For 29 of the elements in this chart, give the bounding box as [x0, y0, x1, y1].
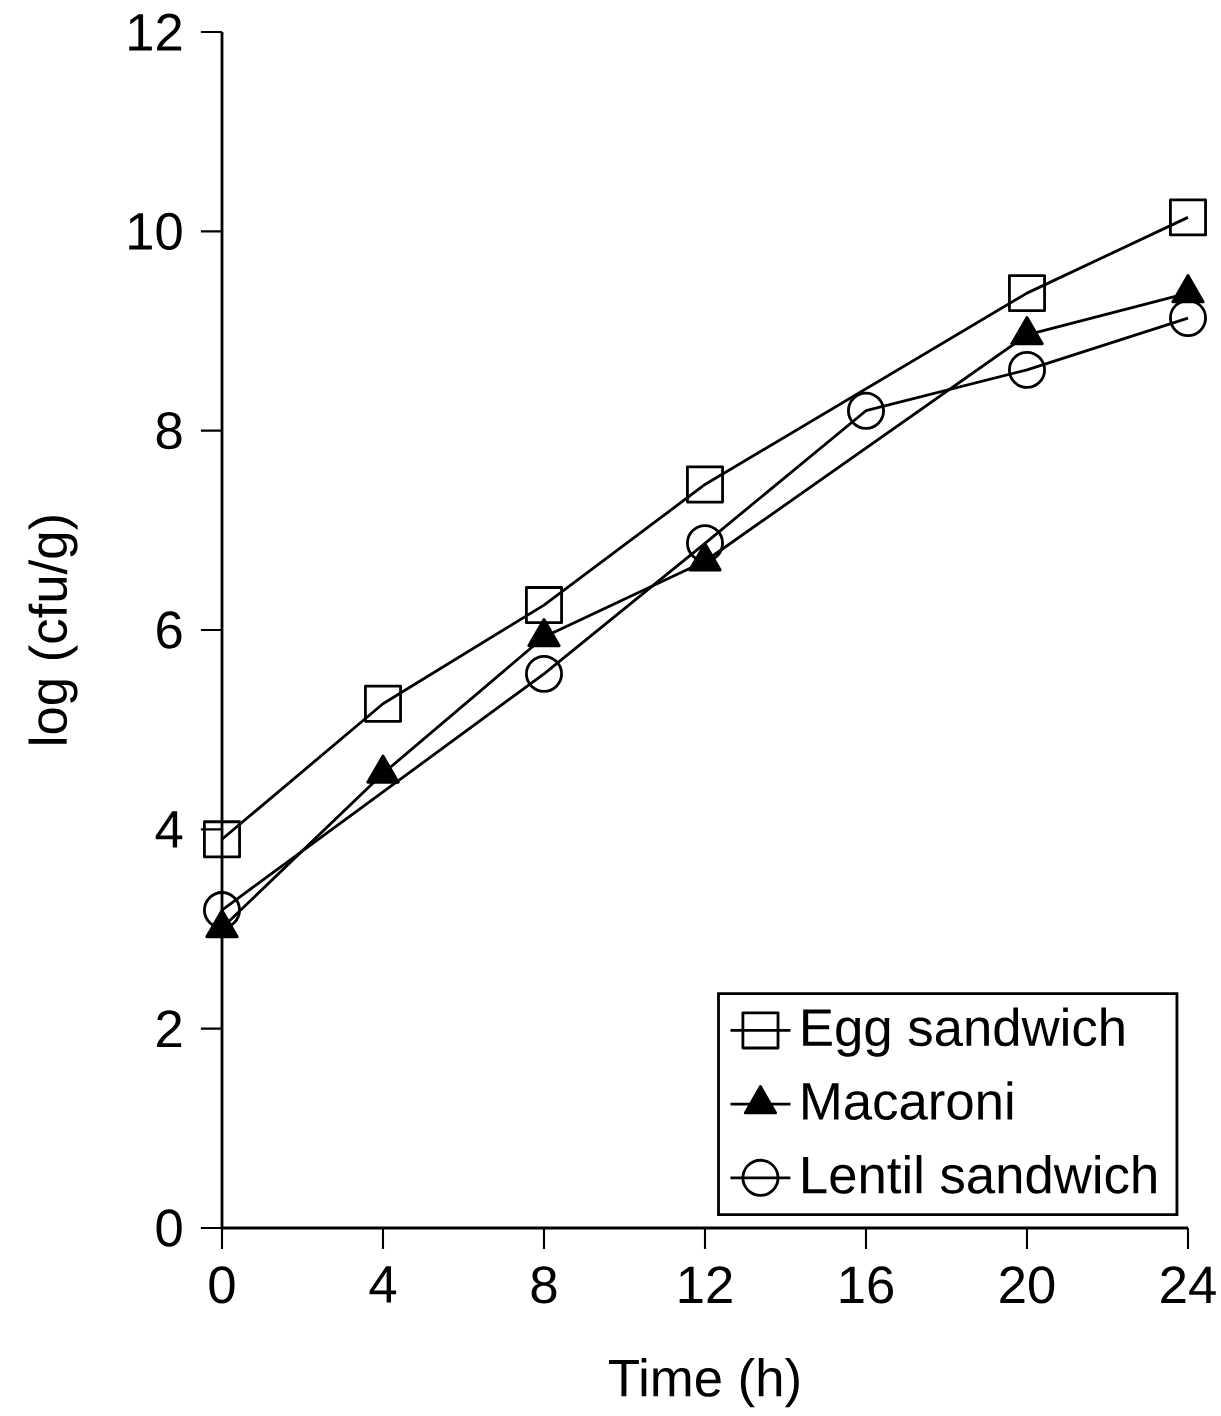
x-tick-label: 0 [209, 1266, 235, 1304]
point [686, 465, 724, 504]
point [525, 654, 563, 693]
legend-label: Lentil sandwich [803, 1155, 1156, 1194]
x-tick-label: 4 [369, 1266, 397, 1303]
x-tick-label: 20 [1000, 1266, 1055, 1304]
point [364, 684, 402, 723]
y-tick-label: 0 [156, 1209, 182, 1247]
y-tick-label: 6 [157, 611, 182, 649]
point [1008, 274, 1046, 313]
y-tick-label: 10 [129, 212, 182, 250]
x-tick-label: 8 [531, 1266, 557, 1304]
y-tick-label: 8 [156, 412, 182, 450]
y-tick-label: 12 [129, 13, 182, 51]
x-tick-label: 16 [840, 1266, 893, 1304]
y-axis-title: log (cfu/g) [28, 516, 78, 744]
y-tick-label: 2 [157, 1010, 182, 1048]
point [525, 586, 563, 625]
point [686, 524, 724, 563]
x-tick-label: 24 [1161, 1266, 1216, 1304]
x-tick-label: 12 [679, 1266, 732, 1304]
point [1169, 198, 1207, 237]
x-axis-title: Time (h) [609, 1358, 799, 1408]
legend-label: Macaroni [803, 1081, 1013, 1120]
point [847, 391, 885, 430]
point [1008, 350, 1046, 389]
point [203, 820, 241, 859]
y-tick-label: 4 [155, 811, 183, 848]
legend-label: Egg sandwich [803, 1007, 1124, 1057]
